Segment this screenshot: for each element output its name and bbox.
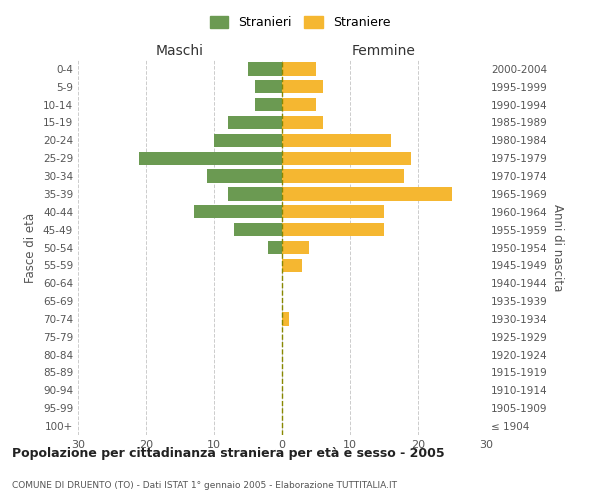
Bar (282, 241, 309, 254)
Text: COMUNE DI DRUENTO (TO) - Dati ISTAT 1° gennaio 2005 - Elaborazione TUTTITALIA.IT: COMUNE DI DRUENTO (TO) - Dati ISTAT 1° g… (12, 481, 397, 490)
Bar (282, 258, 302, 272)
Bar (139, 152, 282, 165)
Bar (282, 116, 323, 129)
Bar (227, 187, 282, 200)
Bar (207, 170, 282, 183)
Bar (268, 241, 282, 254)
Bar (282, 187, 452, 200)
Bar (282, 134, 391, 147)
Bar (255, 98, 282, 112)
Y-axis label: Fasce di età: Fasce di età (25, 212, 37, 282)
Bar (214, 134, 282, 147)
Bar (282, 312, 289, 326)
Bar (282, 223, 384, 236)
Y-axis label: Anni di nascita: Anni di nascita (551, 204, 564, 291)
Bar (255, 80, 282, 94)
Bar (235, 223, 282, 236)
Bar (248, 62, 282, 76)
Bar (282, 170, 404, 183)
Bar (282, 98, 316, 112)
Bar (282, 152, 411, 165)
Text: Femmine: Femmine (352, 44, 416, 58)
Bar (227, 116, 282, 129)
Legend: Stranieri, Straniere: Stranieri, Straniere (205, 11, 395, 34)
Bar (282, 80, 323, 94)
Bar (194, 205, 282, 218)
Bar (282, 62, 316, 76)
Text: Popolazione per cittadinanza straniera per età e sesso - 2005: Popolazione per cittadinanza straniera p… (12, 447, 445, 460)
Bar (282, 205, 384, 218)
Text: Maschi: Maschi (156, 44, 204, 58)
